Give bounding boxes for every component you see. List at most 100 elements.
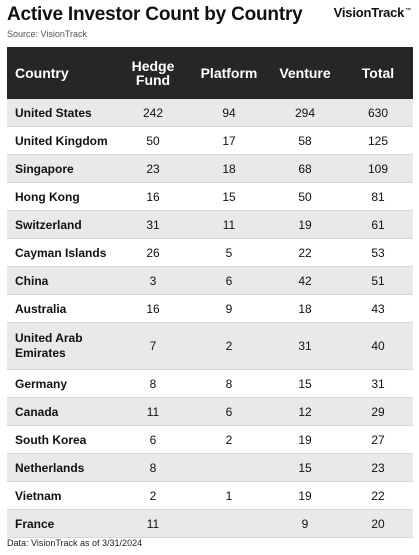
data-footnote: Data: VisionTrack as of 3/31/2024 (7, 538, 143, 548)
cell-country: France (15, 516, 55, 531)
table-body: United States 242 94 294 630 United Kingdom 50… (7, 99, 413, 538)
cell-platform: 15 (222, 189, 236, 204)
column-header-venture: Venture (279, 65, 331, 81)
table-header: Country Hedge Fund Platform Venture Tota… (7, 47, 413, 99)
cell-venture: 15 (298, 460, 312, 475)
cell-platform: 6 (225, 404, 233, 419)
table-row: Vietnam 2 1 19 22 (7, 482, 413, 510)
cell-total: 27 (371, 432, 385, 447)
cell-country: South Korea (15, 432, 87, 447)
cell-venture: 19 (298, 432, 312, 447)
cell-venture: 58 (298, 133, 312, 148)
cell-country: Netherlands (15, 460, 85, 475)
cell-hedge-fund: 2 (149, 488, 157, 503)
cell-country: Vietnam (15, 488, 62, 503)
cell-total: 31 (371, 376, 385, 391)
cell-hedge-fund: 16 (146, 301, 160, 316)
cell-total: 109 (367, 161, 389, 176)
table-row: Germany 8 8 15 31 (7, 370, 413, 398)
cell-hedge-fund: 3 (149, 273, 157, 288)
column-header-country: Country (15, 65, 69, 81)
cell-total: 53 (371, 245, 385, 260)
chart-subtitle: Source: VisionTrack (7, 29, 88, 39)
cell-hedge-fund: 11 (146, 404, 160, 419)
cell-hedge-fund: 11 (146, 516, 160, 531)
cell-platform: 2 (225, 339, 233, 353)
cell-hedge-fund: 23 (146, 161, 160, 176)
table-row: United Arab Emirates 7 2 31 40 (7, 323, 413, 370)
investor-table: Country Hedge Fund Platform Venture Tota… (7, 47, 413, 538)
cell-total: 51 (371, 273, 385, 288)
cell-country: Germany (15, 376, 68, 391)
cell-hedge-fund: 50 (146, 133, 160, 148)
cell-venture: 15 (298, 376, 312, 391)
cell-platform: 94 (222, 105, 236, 120)
cell-hedge-fund: 7 (149, 339, 157, 353)
table-row: South Korea 6 2 19 27 (7, 426, 413, 454)
column-header-hedge-fund: Hedge Fund (131, 58, 175, 88)
cell-venture: 12 (298, 404, 312, 419)
cell-hedge-fund: 16 (146, 189, 160, 204)
table-row: Australia 16 9 18 43 (7, 295, 413, 323)
cell-country: Cayman Islands (15, 245, 107, 260)
cell-country: Hong Kong (15, 189, 80, 204)
cell-country: Canada (15, 404, 59, 419)
brand-name: VisionTrack (333, 5, 405, 20)
cell-platform: 5 (225, 245, 233, 260)
chart-title: Active Investor Count by Country (7, 4, 303, 25)
cell-country: Switzerland (15, 217, 82, 232)
table-row: United Kingdom 50 17 58 125 (7, 127, 413, 155)
cell-platform: 9 (225, 301, 233, 316)
cell-venture: 31 (298, 339, 312, 353)
cell-country: United States (15, 105, 92, 120)
cell-total: 630 (367, 105, 389, 120)
column-header-platform: Platform (200, 65, 258, 81)
column-header-total: Total (361, 65, 395, 81)
cell-country: Singapore (15, 161, 74, 176)
cell-venture: 50 (298, 189, 312, 204)
cell-country: United Kingdom (15, 133, 108, 148)
cell-total: 29 (371, 404, 385, 419)
cell-platform: 17 (222, 133, 236, 148)
cell-total: 125 (367, 133, 389, 148)
cell-venture: 9 (301, 516, 309, 531)
cell-country: Australia (15, 301, 67, 316)
cell-country: China (15, 273, 49, 288)
cell-country: United Arab Emirates (15, 331, 83, 360)
cell-venture: 68 (298, 161, 312, 176)
cell-platform: 11 (222, 217, 236, 232)
cell-total: 40 (371, 339, 385, 353)
cell-total: 23 (371, 460, 385, 475)
cell-venture: 294 (294, 105, 316, 120)
cell-hedge-fund: 26 (146, 245, 160, 260)
table-row: Hong Kong 16 15 50 81 (7, 183, 413, 211)
cell-hedge-fund: 242 (142, 105, 164, 120)
table-row: China 3 6 42 51 (7, 267, 413, 295)
cell-venture: 42 (298, 273, 312, 288)
cell-total: 43 (371, 301, 385, 316)
cell-venture: 19 (298, 488, 312, 503)
cell-hedge-fund: 8 (149, 460, 157, 475)
brand-logo: VisionTrack™ (333, 5, 412, 20)
table-row: Canada 11 6 12 29 (7, 398, 413, 426)
trademark-mark: ™ (405, 7, 411, 14)
table-row: France 11 9 20 (7, 510, 413, 538)
cell-total: 20 (371, 516, 385, 531)
cell-hedge-fund: 6 (149, 432, 157, 447)
table-row: Cayman Islands 26 5 22 53 (7, 239, 413, 267)
table-row: Netherlands 8 15 23 (7, 454, 413, 482)
cell-total: 61 (371, 217, 385, 232)
cell-total: 22 (371, 488, 385, 503)
cell-platform: 8 (225, 376, 233, 391)
cell-venture: 22 (298, 245, 312, 260)
cell-total: 81 (371, 189, 385, 204)
table-row: Switzerland 31 11 19 61 (7, 211, 413, 239)
cell-venture: 19 (298, 217, 312, 232)
cell-platform: 2 (225, 432, 233, 447)
cell-platform: 18 (222, 161, 236, 176)
cell-platform: 6 (225, 273, 233, 288)
cell-venture: 18 (298, 301, 312, 316)
table-row: United States 242 94 294 630 (7, 99, 413, 127)
cell-platform: 1 (225, 488, 233, 503)
cell-hedge-fund: 8 (149, 376, 157, 391)
